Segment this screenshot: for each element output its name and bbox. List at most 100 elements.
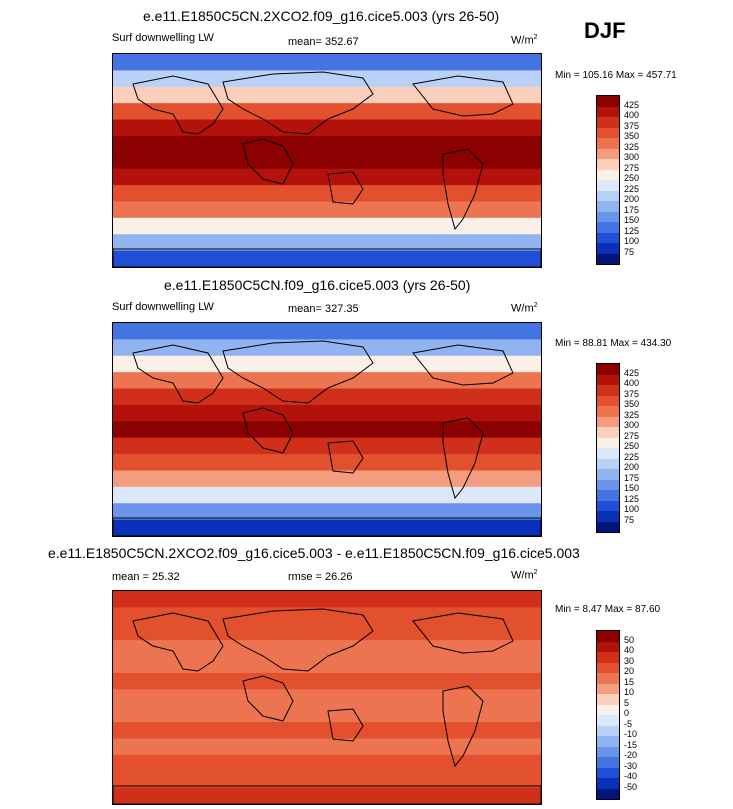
colorbar-swatch — [597, 243, 619, 254]
colorbar-tick-label: 275 — [624, 430, 640, 441]
coastline — [113, 248, 541, 267]
coastline — [242, 675, 294, 722]
colorbar-tick-label: 40 — [624, 645, 635, 655]
map-band — [113, 689, 541, 707]
colorbar-swatch — [597, 106, 619, 117]
colorbar-swatch — [597, 96, 619, 107]
panel-1-units: W/m2 — [511, 34, 538, 47]
colorbar-swatch — [597, 222, 619, 233]
panel-1-colorbar — [596, 95, 620, 265]
map-band — [113, 623, 541, 642]
map-band — [113, 185, 541, 203]
panel-1-minmax: Min = 105.16 Max = 457.71 — [555, 70, 677, 81]
colorbar-swatch — [597, 232, 619, 243]
colorbar-tick-label: -40 — [624, 771, 638, 781]
colorbar-swatch — [597, 138, 619, 149]
colorbar-tick-label: 350 — [624, 399, 640, 409]
colorbar-swatch — [597, 736, 619, 747]
map-band — [113, 591, 541, 609]
coastline — [222, 71, 374, 135]
colorbar-tick-label: 425 — [624, 367, 640, 378]
colorbar-swatch — [597, 416, 619, 427]
colorbar-tick-label: -15 — [624, 739, 638, 750]
map-band — [113, 135, 541, 154]
colorbar-tick-label: 150 — [624, 215, 640, 225]
colorbar-tick-label: 375 — [624, 388, 640, 399]
coastline — [442, 417, 484, 500]
colorbar-swatch — [597, 437, 619, 448]
coastline — [327, 440, 364, 474]
colorbar-swatch — [597, 500, 619, 511]
map-band — [113, 339, 541, 357]
coastline — [132, 75, 224, 135]
map-band — [113, 168, 541, 187]
coastline — [222, 340, 374, 404]
colorbar-tick-label: 200 — [624, 462, 640, 472]
colorbar-swatch — [597, 490, 619, 501]
map-band — [113, 372, 541, 390]
colorbar-tick-label: -50 — [624, 781, 638, 792]
colorbar-swatch — [597, 715, 619, 726]
colorbar-swatch — [597, 201, 619, 212]
map-canvas — [113, 323, 541, 536]
map-band — [113, 656, 541, 674]
season-label: DJF — [584, 18, 626, 43]
colorbar-tick-label: 10 — [624, 687, 635, 697]
colorbar-tick-label: 30 — [624, 655, 635, 666]
colorbar-tick-label: 75 — [624, 246, 635, 257]
map-band — [113, 722, 541, 740]
map-band — [113, 250, 541, 267]
colorbar-tick-label: 175 — [624, 472, 640, 483]
map-band — [113, 54, 541, 72]
colorbar-swatch — [597, 427, 619, 438]
panel-1-map — [112, 53, 542, 268]
map-band — [113, 519, 541, 536]
colorbar-swatch — [597, 511, 619, 522]
colorbar-swatch — [597, 211, 619, 222]
panel-2-field-label: Surf downwelling LW — [112, 301, 214, 313]
colorbar-tick-label: 400 — [624, 378, 640, 388]
colorbar-tick-label: 125 — [624, 225, 640, 236]
coastline — [412, 75, 514, 117]
map-band — [113, 771, 541, 789]
colorbar-swatch — [597, 117, 619, 128]
map-band — [113, 787, 541, 804]
panel-1-mean: mean= 352.67 — [288, 36, 359, 48]
map-band — [113, 355, 541, 374]
map-band — [113, 152, 541, 170]
colorbar-tick-label: 325 — [624, 409, 640, 420]
map-band — [113, 738, 541, 756]
colorbar-tick-label: 425 — [624, 99, 640, 110]
coastline — [222, 608, 374, 672]
panel-3-mean: mean = 25.32 — [112, 571, 180, 583]
colorbar-swatch — [597, 148, 619, 159]
colorbar-swatch — [597, 631, 619, 642]
map-band — [113, 86, 541, 105]
colorbar-swatch — [597, 521, 619, 532]
coastline — [442, 148, 484, 231]
colorbar-tick-label: 100 — [624, 236, 640, 246]
map-band — [113, 388, 541, 406]
map-band — [113, 119, 541, 137]
map-band — [113, 404, 541, 423]
colorbar-swatch — [597, 127, 619, 138]
coastline — [242, 407, 294, 454]
panel-3-minmax: Min = 8.47 Max = 87.60 — [555, 604, 661, 615]
colorbar-swatch — [597, 364, 619, 375]
panel-2-mean: mean= 327.35 — [288, 303, 359, 315]
colorbar-swatch — [597, 757, 619, 768]
colorbar-swatch — [597, 159, 619, 170]
map-canvas — [113, 591, 541, 804]
panel-2-title: e.e11.E1850C5CN.f09_g16.cice5.003 (yrs 2… — [164, 277, 471, 293]
map-band — [113, 754, 541, 773]
panel-1-field-label: Surf downwelling LW — [112, 32, 214, 44]
panel-3-map — [112, 590, 542, 805]
colorbar-tick-label: 400 — [624, 110, 640, 120]
coastline — [412, 612, 514, 654]
colorbar-swatch — [597, 385, 619, 396]
panel-3-colorbar — [596, 630, 620, 800]
panel-3-title: e.e11.E1850C5CN.2XCO2.f09_g16.cice5.003 … — [48, 545, 580, 561]
coastline — [113, 785, 541, 804]
coastline — [442, 685, 484, 768]
map-band — [113, 454, 541, 472]
